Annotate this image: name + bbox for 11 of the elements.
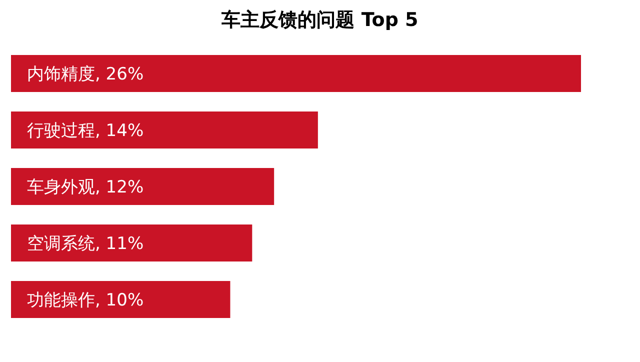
data-label: 功能操作, 10% bbox=[27, 290, 144, 310]
data-label: 车身外观, 12% bbox=[27, 178, 144, 198]
bar bbox=[11, 168, 274, 205]
bar bbox=[11, 224, 252, 262]
data-label: 内饰精度, 26% bbox=[27, 64, 144, 84]
bar bbox=[11, 112, 318, 148]
data-label: 行驶过程, 14% bbox=[27, 121, 144, 141]
bar bbox=[11, 55, 581, 92]
bar bbox=[11, 281, 230, 318]
data-label: 空调系统, 11% bbox=[27, 234, 144, 254]
chart-title: 车主反馈的问题 Top 5 bbox=[220, 9, 418, 31]
